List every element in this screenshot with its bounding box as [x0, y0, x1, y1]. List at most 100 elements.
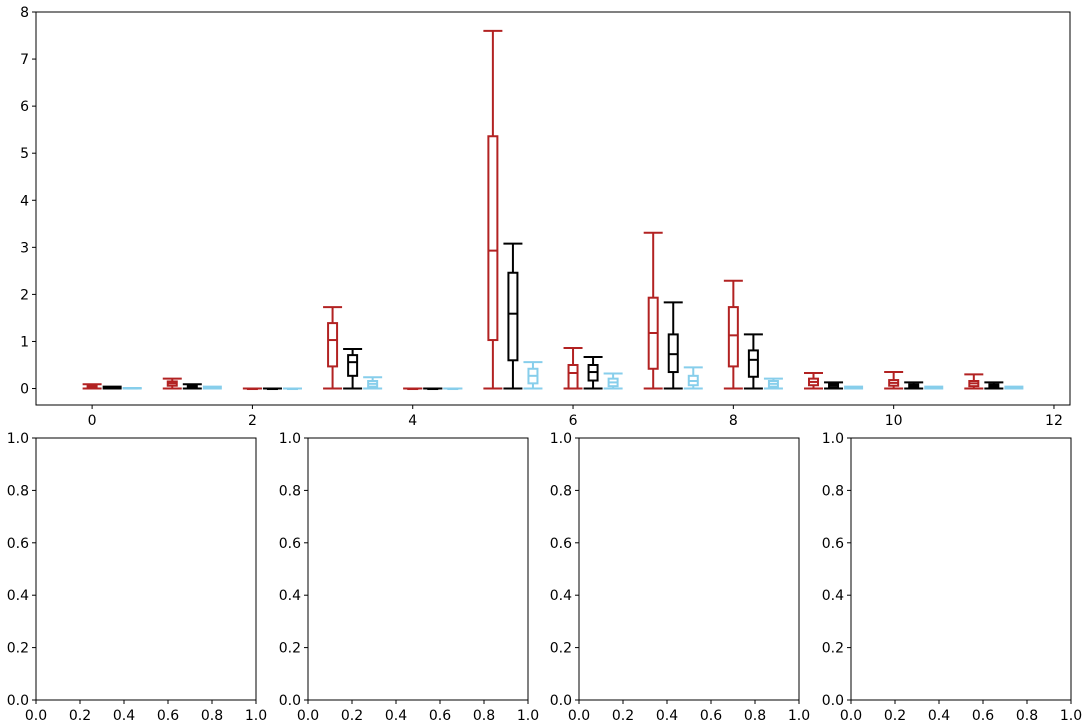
box-1-6 — [583, 355, 603, 390]
box-2-0 — [122, 387, 142, 390]
box-1-0 — [102, 385, 122, 390]
x-tick-label: 1.0 — [1060, 708, 1082, 724]
box-0-10 — [884, 371, 904, 390]
box-2-3 — [363, 376, 383, 390]
box-0-1 — [162, 377, 182, 390]
y-tick-label: 0.8 — [822, 483, 844, 499]
box-2-5 — [523, 361, 543, 390]
x-tick-label: 0.0 — [25, 708, 47, 724]
box-1-10 — [904, 381, 924, 390]
y-tick-label: 0.2 — [822, 641, 844, 657]
empty-axes-3: 0.0 0.2 0.4 0.6 0.8 1.0 0.0 0.2 0.4 0.6 0.8 1.0 — [550, 431, 810, 724]
y-tick-label: 0.2 — [7, 641, 29, 657]
x-tick-label: 0.8 — [744, 708, 766, 724]
y-tick-label: 0.8 — [7, 483, 29, 499]
box-2-11 — [1004, 385, 1024, 390]
x-tick-label: 0.6 — [429, 708, 451, 724]
axes-frame-1 — [35, 437, 257, 701]
y-tick-label: 0.6 — [279, 536, 301, 552]
y-tick-label: 5 — [20, 146, 29, 162]
y-tick-label: 0.2 — [550, 641, 572, 657]
series-0 — [82, 29, 984, 391]
box-2-8 — [763, 377, 783, 390]
axes-frame-0 — [35, 11, 1071, 406]
iqr-box — [727, 306, 739, 368]
iqr-box — [327, 322, 339, 368]
box-1-4 — [423, 387, 443, 391]
y-tick-label: 0.2 — [279, 641, 301, 657]
iqr-box — [747, 349, 759, 378]
box-1-1 — [182, 383, 202, 390]
x-tick-label: 6 — [569, 413, 578, 429]
y-tick-label: 0.6 — [550, 536, 572, 552]
x-tick-label: 1.0 — [788, 708, 810, 724]
y-tick-label: 1 — [20, 334, 29, 350]
y-tick-label: 8 — [20, 5, 29, 21]
x-tick-label: 10 — [885, 413, 903, 429]
y-tick-label: 0 — [20, 382, 29, 398]
box-0-9 — [804, 371, 824, 390]
box-1-2 — [262, 387, 282, 391]
y-tick-label: 0.0 — [7, 693, 29, 709]
box-0-11 — [964, 373, 984, 390]
x-tick-label: 8 — [729, 413, 738, 429]
box-0-6 — [563, 347, 583, 390]
box-0-7 — [643, 231, 663, 390]
empty-axes-2: 0.0 0.2 0.4 0.6 0.8 1.0 0.0 0.2 0.4 0.6 0.8 1.0 — [279, 431, 539, 724]
box-2-9 — [844, 385, 864, 390]
x-tick-label: 0.2 — [341, 708, 363, 724]
x-tick-label: 4 — [408, 413, 417, 429]
y-tick-label: 6 — [20, 99, 29, 115]
y-tick-label: 0.4 — [822, 588, 844, 604]
y-tick-label: 4 — [20, 193, 29, 209]
box-2-4 — [443, 387, 463, 391]
box-2-1 — [202, 385, 222, 390]
x-tick-label: 0.2 — [612, 708, 634, 724]
x-tick-label: 1.0 — [517, 708, 539, 724]
x-tick-label: 0.0 — [297, 708, 319, 724]
iqr-box — [487, 135, 499, 342]
series-1 — [102, 242, 1004, 391]
x-tick-label: 0.8 — [1016, 708, 1038, 724]
x-tick-label: 0.8 — [201, 708, 223, 724]
iqr-box — [507, 271, 519, 362]
x-tick-label: 0.6 — [157, 708, 179, 724]
axes-frame-3 — [578, 437, 800, 701]
x-tick-label: 0.4 — [385, 708, 407, 724]
box-0-8 — [723, 279, 743, 390]
y-tick-label: 1.0 — [7, 431, 29, 447]
x-tick-label: 0.0 — [840, 708, 862, 724]
box-1-9 — [824, 381, 844, 390]
y-tick-label: 0.0 — [279, 693, 301, 709]
box-0-0 — [82, 383, 102, 390]
empty-axes-4: 0.0 0.2 0.4 0.6 0.8 1.0 0.0 0.2 0.4 0.6 0.8 1.0 — [822, 431, 1082, 724]
axes-frame-4 — [850, 437, 1072, 701]
y-tick-label: 0.8 — [550, 483, 572, 499]
y-tick-label: 0.4 — [7, 588, 29, 604]
box-0-2 — [242, 387, 262, 391]
x-tick-label: 2 — [248, 413, 257, 429]
y-tick-label: 0.4 — [550, 588, 572, 604]
x-tick-label: 0.4 — [113, 708, 135, 724]
box-2-10 — [924, 385, 944, 390]
x-tick-label: 0.8 — [473, 708, 495, 724]
empty-axes-1: 0.0 0.2 0.4 0.6 0.8 1.0 0.0 0.2 0.4 0.6 0.8 1.0 — [7, 431, 267, 724]
x-tick-label: 12 — [1045, 413, 1063, 429]
y-tick-label: 1.0 — [822, 431, 844, 447]
x-tick-label: 1.0 — [245, 708, 267, 724]
x-tick-label: 0.6 — [972, 708, 994, 724]
y-tick-label: 0.6 — [822, 536, 844, 552]
box-1-7 — [663, 301, 683, 390]
y-tick-label: 0.0 — [550, 693, 572, 709]
box-0-4 — [403, 387, 423, 391]
x-tick-label: 0.2 — [884, 708, 906, 724]
axes-frame-2 — [307, 437, 529, 701]
y-tick-label: 0.0 — [822, 693, 844, 709]
iqr-box — [347, 354, 359, 377]
box-2-2 — [282, 387, 302, 391]
iqr-box — [567, 363, 579, 390]
box-1-8 — [743, 333, 763, 390]
y-tick-label: 2 — [20, 287, 29, 303]
